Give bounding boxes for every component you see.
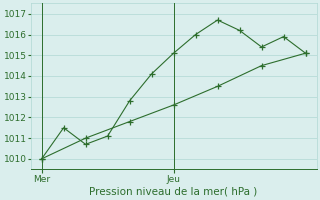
- X-axis label: Pression niveau de la mer( hPa ): Pression niveau de la mer( hPa ): [90, 187, 258, 197]
